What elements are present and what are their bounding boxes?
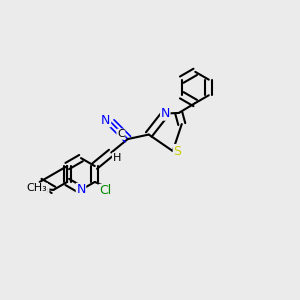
Text: N: N — [76, 183, 86, 196]
Text: CH₃: CH₃ — [27, 183, 47, 194]
Text: H: H — [112, 153, 121, 163]
Text: N: N — [160, 107, 170, 120]
Text: Cl: Cl — [99, 184, 111, 197]
Text: C: C — [117, 129, 125, 139]
Text: CH₃: CH₃ — [28, 185, 49, 195]
Text: S: S — [173, 145, 181, 158]
Text: N: N — [101, 114, 111, 127]
